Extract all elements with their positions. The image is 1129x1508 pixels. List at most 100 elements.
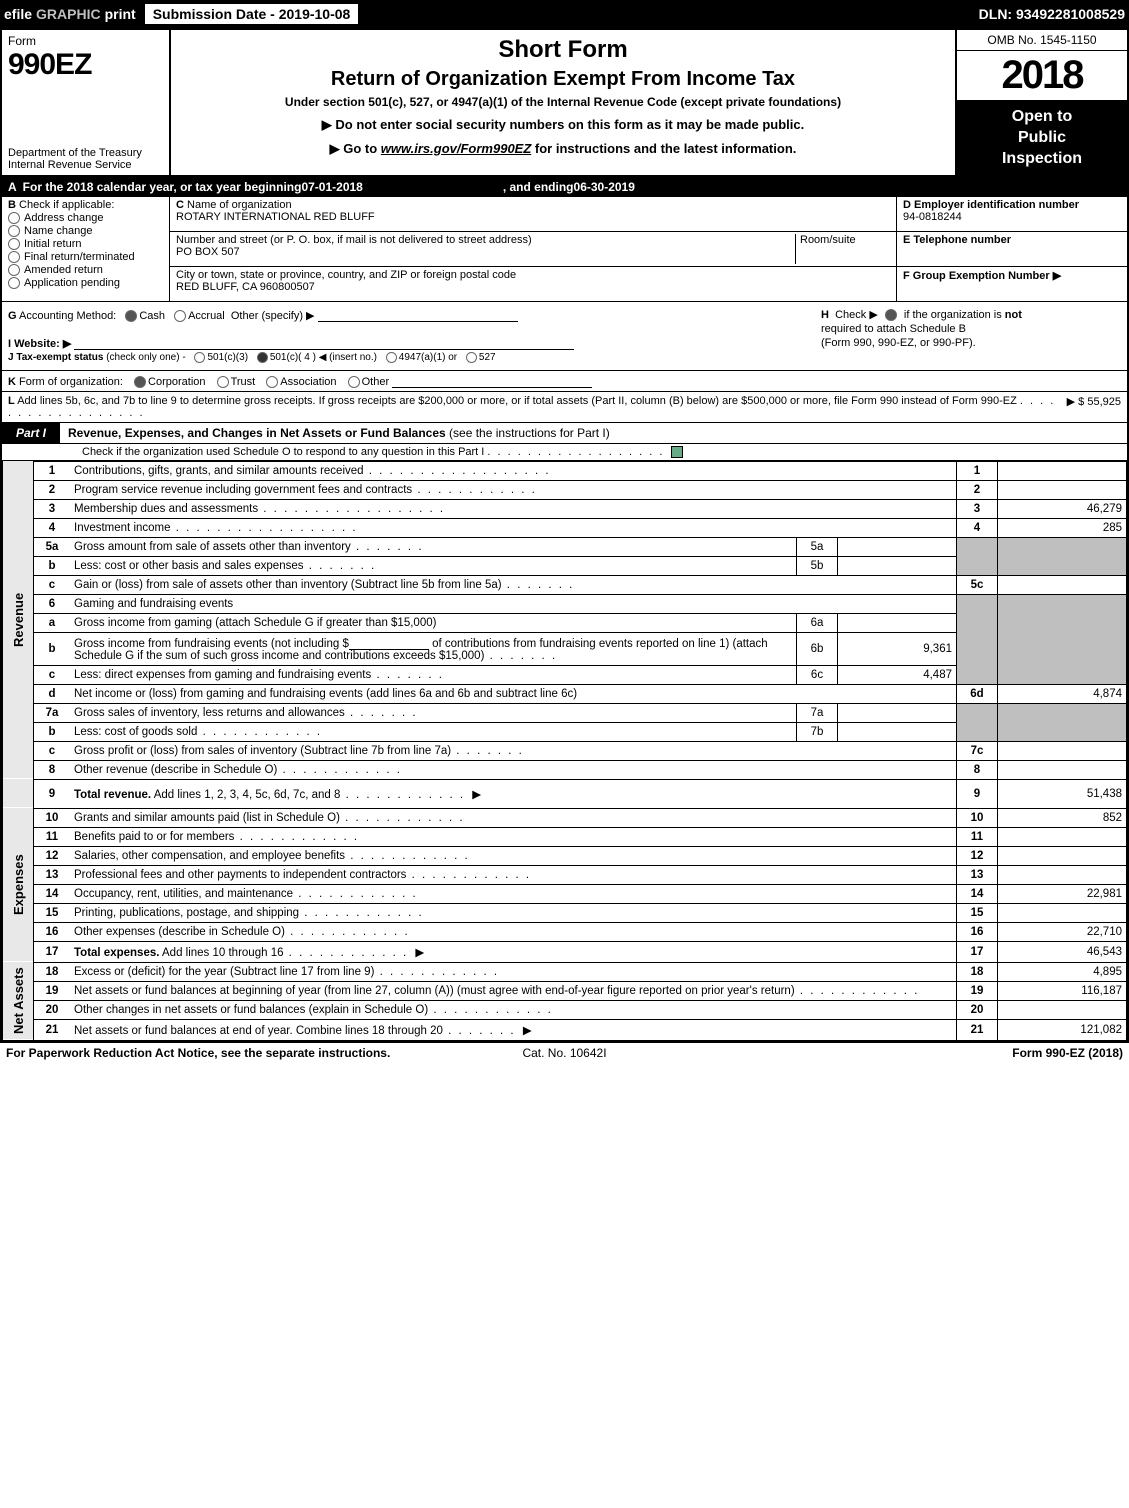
line-5c: c Gain or (loss) from sale of assets oth… bbox=[3, 575, 1127, 594]
grey-cell bbox=[957, 556, 998, 575]
j-label: J Tax-exempt status bbox=[8, 353, 103, 364]
footer-right: Form Form 990-EZ (2018)990-EZ (2018) bbox=[607, 1046, 1123, 1060]
line-value: 22,710 bbox=[998, 922, 1127, 941]
line-desc: Other expenses (describe in Schedule O) bbox=[74, 926, 285, 938]
line-desc: Gain or (loss) from sale of assets other… bbox=[74, 579, 502, 591]
entity-center: C Name of organization ROTARY INTERNATIO… bbox=[170, 197, 896, 301]
line-17: 17 Total expenses. Add lines 10 through … bbox=[3, 941, 1127, 962]
dots-icon bbox=[502, 579, 575, 591]
line-desc: Benefits paid to or for members bbox=[74, 831, 234, 843]
line-desc-bold: Total expenses. bbox=[74, 947, 159, 959]
check-initial-return[interactable]: Initial return bbox=[8, 238, 163, 250]
h-text3: required to attach Schedule B bbox=[821, 323, 1121, 335]
end-num: 3 bbox=[957, 499, 998, 518]
line-desc: Add lines 10 through 16 bbox=[162, 947, 283, 959]
i-text: Website: ▶ bbox=[14, 338, 71, 350]
open-line-1: Open to bbox=[961, 107, 1123, 128]
radio-icon[interactable] bbox=[348, 376, 360, 388]
form-id-cell: Form 990EZ Department of the Treasury In… bbox=[2, 30, 171, 175]
radio-icon[interactable] bbox=[217, 376, 229, 388]
city-label: City or town, state or province, country… bbox=[176, 269, 516, 281]
dots-icon bbox=[345, 850, 470, 862]
check-final-return[interactable]: Final return/terminated bbox=[8, 251, 163, 263]
efile-header-bar: efile GRAPHIC print Submission Date - 20… bbox=[0, 0, 1129, 28]
radio-icon bbox=[8, 251, 20, 263]
line-num: d bbox=[34, 684, 71, 703]
line-14: 14 Occupancy, rent, utilities, and maint… bbox=[3, 884, 1127, 903]
check-label: Final return/terminated bbox=[24, 251, 135, 263]
line-num: a bbox=[34, 613, 71, 632]
checkbox-icon[interactable] bbox=[671, 446, 683, 458]
j-527: 527 bbox=[479, 353, 496, 364]
line-num: 17 bbox=[34, 941, 71, 962]
part-1-title: Revenue, Expenses, and Changes in Net As… bbox=[60, 426, 610, 440]
dept-line-1: Department of the Treasury bbox=[8, 147, 163, 159]
mid-value: 9,361 bbox=[838, 632, 957, 665]
footer-center: Cat. No. 10642I bbox=[522, 1046, 606, 1060]
part-1-title-text: Revenue, Expenses, and Changes in Net As… bbox=[68, 426, 446, 440]
radio-icon[interactable] bbox=[134, 376, 146, 388]
check-label: Name change bbox=[24, 225, 93, 237]
dots-icon bbox=[345, 707, 418, 719]
end-num: 18 bbox=[957, 962, 998, 981]
irs-link[interactable]: www.irs.gov/Form990EZ bbox=[381, 141, 532, 156]
line-value: 46,279 bbox=[998, 499, 1127, 518]
g-h-block: G Accounting Method: Cash Accrual Other … bbox=[2, 302, 1127, 370]
radio-icon[interactable] bbox=[466, 352, 477, 363]
line-num: 3 bbox=[34, 499, 71, 518]
j-4947: 4947(a)(1) or bbox=[399, 353, 457, 364]
line-num: 15 bbox=[34, 903, 71, 922]
check-address-change[interactable]: Address change bbox=[8, 212, 163, 224]
radio-icon[interactable] bbox=[194, 352, 205, 363]
end-num: 10 bbox=[957, 808, 998, 827]
h-text2: if the organization is bbox=[904, 309, 1005, 321]
dots-icon bbox=[795, 985, 920, 997]
line-desc: Excess or (deficit) for the year (Subtra… bbox=[74, 966, 374, 978]
radio-icon[interactable] bbox=[885, 309, 897, 321]
form-title-center: Short Form Return of Organization Exempt… bbox=[171, 30, 955, 175]
line-num: 4 bbox=[34, 518, 71, 537]
entity-right: D Employer identification number 94-0818… bbox=[896, 197, 1127, 301]
mid-num: 5a bbox=[797, 537, 838, 556]
h-right: H Check ▶ if the organization is not req… bbox=[815, 302, 1127, 369]
mid-num: 7a bbox=[797, 703, 838, 722]
line-desc: Program service revenue including govern… bbox=[74, 484, 412, 496]
check-name-change[interactable]: Name change bbox=[8, 225, 163, 237]
dots-icon bbox=[171, 522, 358, 534]
radio-icon[interactable] bbox=[257, 352, 268, 363]
mid-num: 6c bbox=[797, 665, 838, 684]
line-num: 7a bbox=[34, 703, 71, 722]
grey-cell bbox=[998, 594, 1127, 613]
line-desc: Salaries, other compensation, and employ… bbox=[74, 850, 345, 862]
mid-value: 4,487 bbox=[838, 665, 957, 684]
g-row: G Accounting Method: Cash Accrual Other … bbox=[8, 308, 809, 322]
dots-icon bbox=[428, 1004, 553, 1016]
end-num: 7c bbox=[957, 741, 998, 760]
line-desc: Gaming and fundraising events bbox=[74, 598, 233, 610]
check-amended-return[interactable]: Amended return bbox=[8, 264, 163, 276]
check-application-pending[interactable]: Application pending bbox=[8, 277, 163, 289]
line-num: 5a bbox=[34, 537, 71, 556]
part-1-check-text: Check if the organization used Schedule … bbox=[82, 446, 484, 458]
line-5a: 5a Gross amount from sale of assets othe… bbox=[3, 537, 1127, 556]
goto-post: for instructions and the latest informat… bbox=[531, 141, 796, 156]
k-assoc: Association bbox=[280, 375, 336, 387]
radio-icon[interactable] bbox=[174, 310, 186, 322]
line-value: 4,895 bbox=[998, 962, 1127, 981]
check-label: Initial return bbox=[24, 238, 81, 250]
print-link[interactable]: print bbox=[105, 6, 136, 22]
end-num: 2 bbox=[957, 480, 998, 499]
phone-cell: E Telephone number bbox=[897, 232, 1127, 267]
mid-num: 7b bbox=[797, 722, 838, 741]
radio-icon[interactable] bbox=[266, 376, 278, 388]
line-16: 16 Other expenses (describe in Schedule … bbox=[3, 922, 1127, 941]
end-num: 12 bbox=[957, 846, 998, 865]
part-1-check-row: Check if the organization used Schedule … bbox=[2, 444, 1127, 461]
radio-icon[interactable] bbox=[386, 352, 397, 363]
line-num: 1 bbox=[34, 461, 71, 480]
line-desc: Other revenue (describe in Schedule O) bbox=[74, 764, 277, 776]
mid-value bbox=[838, 703, 957, 722]
line-value bbox=[998, 480, 1127, 499]
line-desc: Net income or (loss) from gaming and fun… bbox=[74, 688, 577, 700]
radio-icon[interactable] bbox=[125, 310, 137, 322]
